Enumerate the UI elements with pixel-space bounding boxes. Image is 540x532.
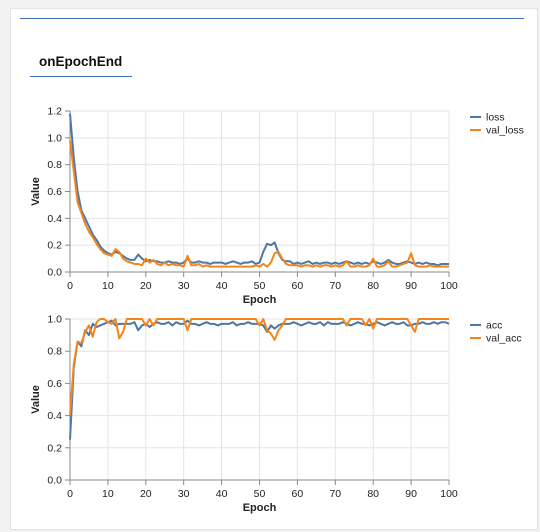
x-tick-label: 50 bbox=[254, 280, 266, 292]
y-tick-label: 1.0 bbox=[47, 132, 62, 144]
x-tick-label: 30 bbox=[178, 280, 190, 292]
panel-divider bbox=[20, 18, 524, 19]
x-tick-label: 40 bbox=[216, 488, 228, 500]
x-tick-label: 0 bbox=[67, 488, 73, 500]
y-tick-label: 0.0 bbox=[47, 475, 62, 487]
y-tick-label: 0.4 bbox=[47, 410, 62, 422]
series-line-val-acc bbox=[69, 318, 449, 416]
series-line-loss bbox=[69, 113, 449, 267]
legend-label: acc bbox=[486, 320, 502, 332]
y-tick-label: 1.2 bbox=[47, 106, 62, 118]
series-line-val-loss bbox=[69, 140, 449, 268]
x-tick-label: 70 bbox=[329, 488, 341, 500]
x-tick-label: 50 bbox=[254, 488, 266, 500]
y-tick-label: 0.0 bbox=[47, 267, 62, 279]
tab-onepochend[interactable]: onEpochEnd bbox=[30, 46, 132, 77]
x-tick-label: 0 bbox=[67, 280, 73, 292]
x-tick-label: 60 bbox=[292, 488, 304, 500]
x-tick-label: 80 bbox=[367, 280, 379, 292]
y-tick-label: 0.4 bbox=[47, 213, 62, 225]
x-tick-label: 90 bbox=[405, 488, 417, 500]
chart-1: 0 10 20 30 40 50 60 70 80 90 100 0.0 0.2 0.4 0.6 0.8 1.0… bbox=[30, 106, 524, 307]
x-tick-label: 10 bbox=[102, 280, 114, 292]
y-tick-label: 0.8 bbox=[47, 346, 62, 358]
x-tick-label: 70 bbox=[329, 280, 341, 292]
x-tick-label: 80 bbox=[367, 488, 379, 500]
legend-label: val_loss bbox=[486, 125, 524, 137]
y-tick-label: 0.2 bbox=[47, 442, 62, 454]
x-tick-label: 100 bbox=[440, 280, 458, 292]
y-tick-label: 0.6 bbox=[47, 378, 62, 390]
y-tick-label: 0.2 bbox=[47, 240, 62, 252]
legend-label: val_acc bbox=[486, 333, 522, 345]
y-axis-title: Value bbox=[30, 385, 42, 414]
y-tick-label: 0.8 bbox=[47, 159, 62, 171]
x-tick-label: 90 bbox=[405, 280, 417, 292]
x-tick-label: 60 bbox=[292, 280, 304, 292]
x-tick-label: 10 bbox=[102, 488, 114, 500]
x-tick-label: 100 bbox=[440, 488, 458, 500]
y-tick-label: 1.0 bbox=[47, 314, 62, 326]
legend-label: loss bbox=[486, 112, 505, 124]
x-tick-label: 20 bbox=[140, 280, 152, 292]
y-axis-title: Value bbox=[30, 177, 42, 206]
x-tick-label: 30 bbox=[178, 488, 190, 500]
y-tick-label: 0.6 bbox=[47, 186, 62, 198]
x-axis-title: Epoch bbox=[243, 502, 277, 514]
x-axis-title: Epoch bbox=[243, 294, 277, 306]
chart-2: 0 10 20 30 40 50 60 70 80 90 100 0.0 0.2 0.4 0.6 0.8 1.0… bbox=[30, 314, 522, 515]
visor-panel bbox=[10, 8, 538, 530]
x-tick-label: 40 bbox=[216, 280, 228, 292]
tab-label: onEpochEnd bbox=[39, 54, 123, 69]
x-tick-label: 20 bbox=[140, 488, 152, 500]
